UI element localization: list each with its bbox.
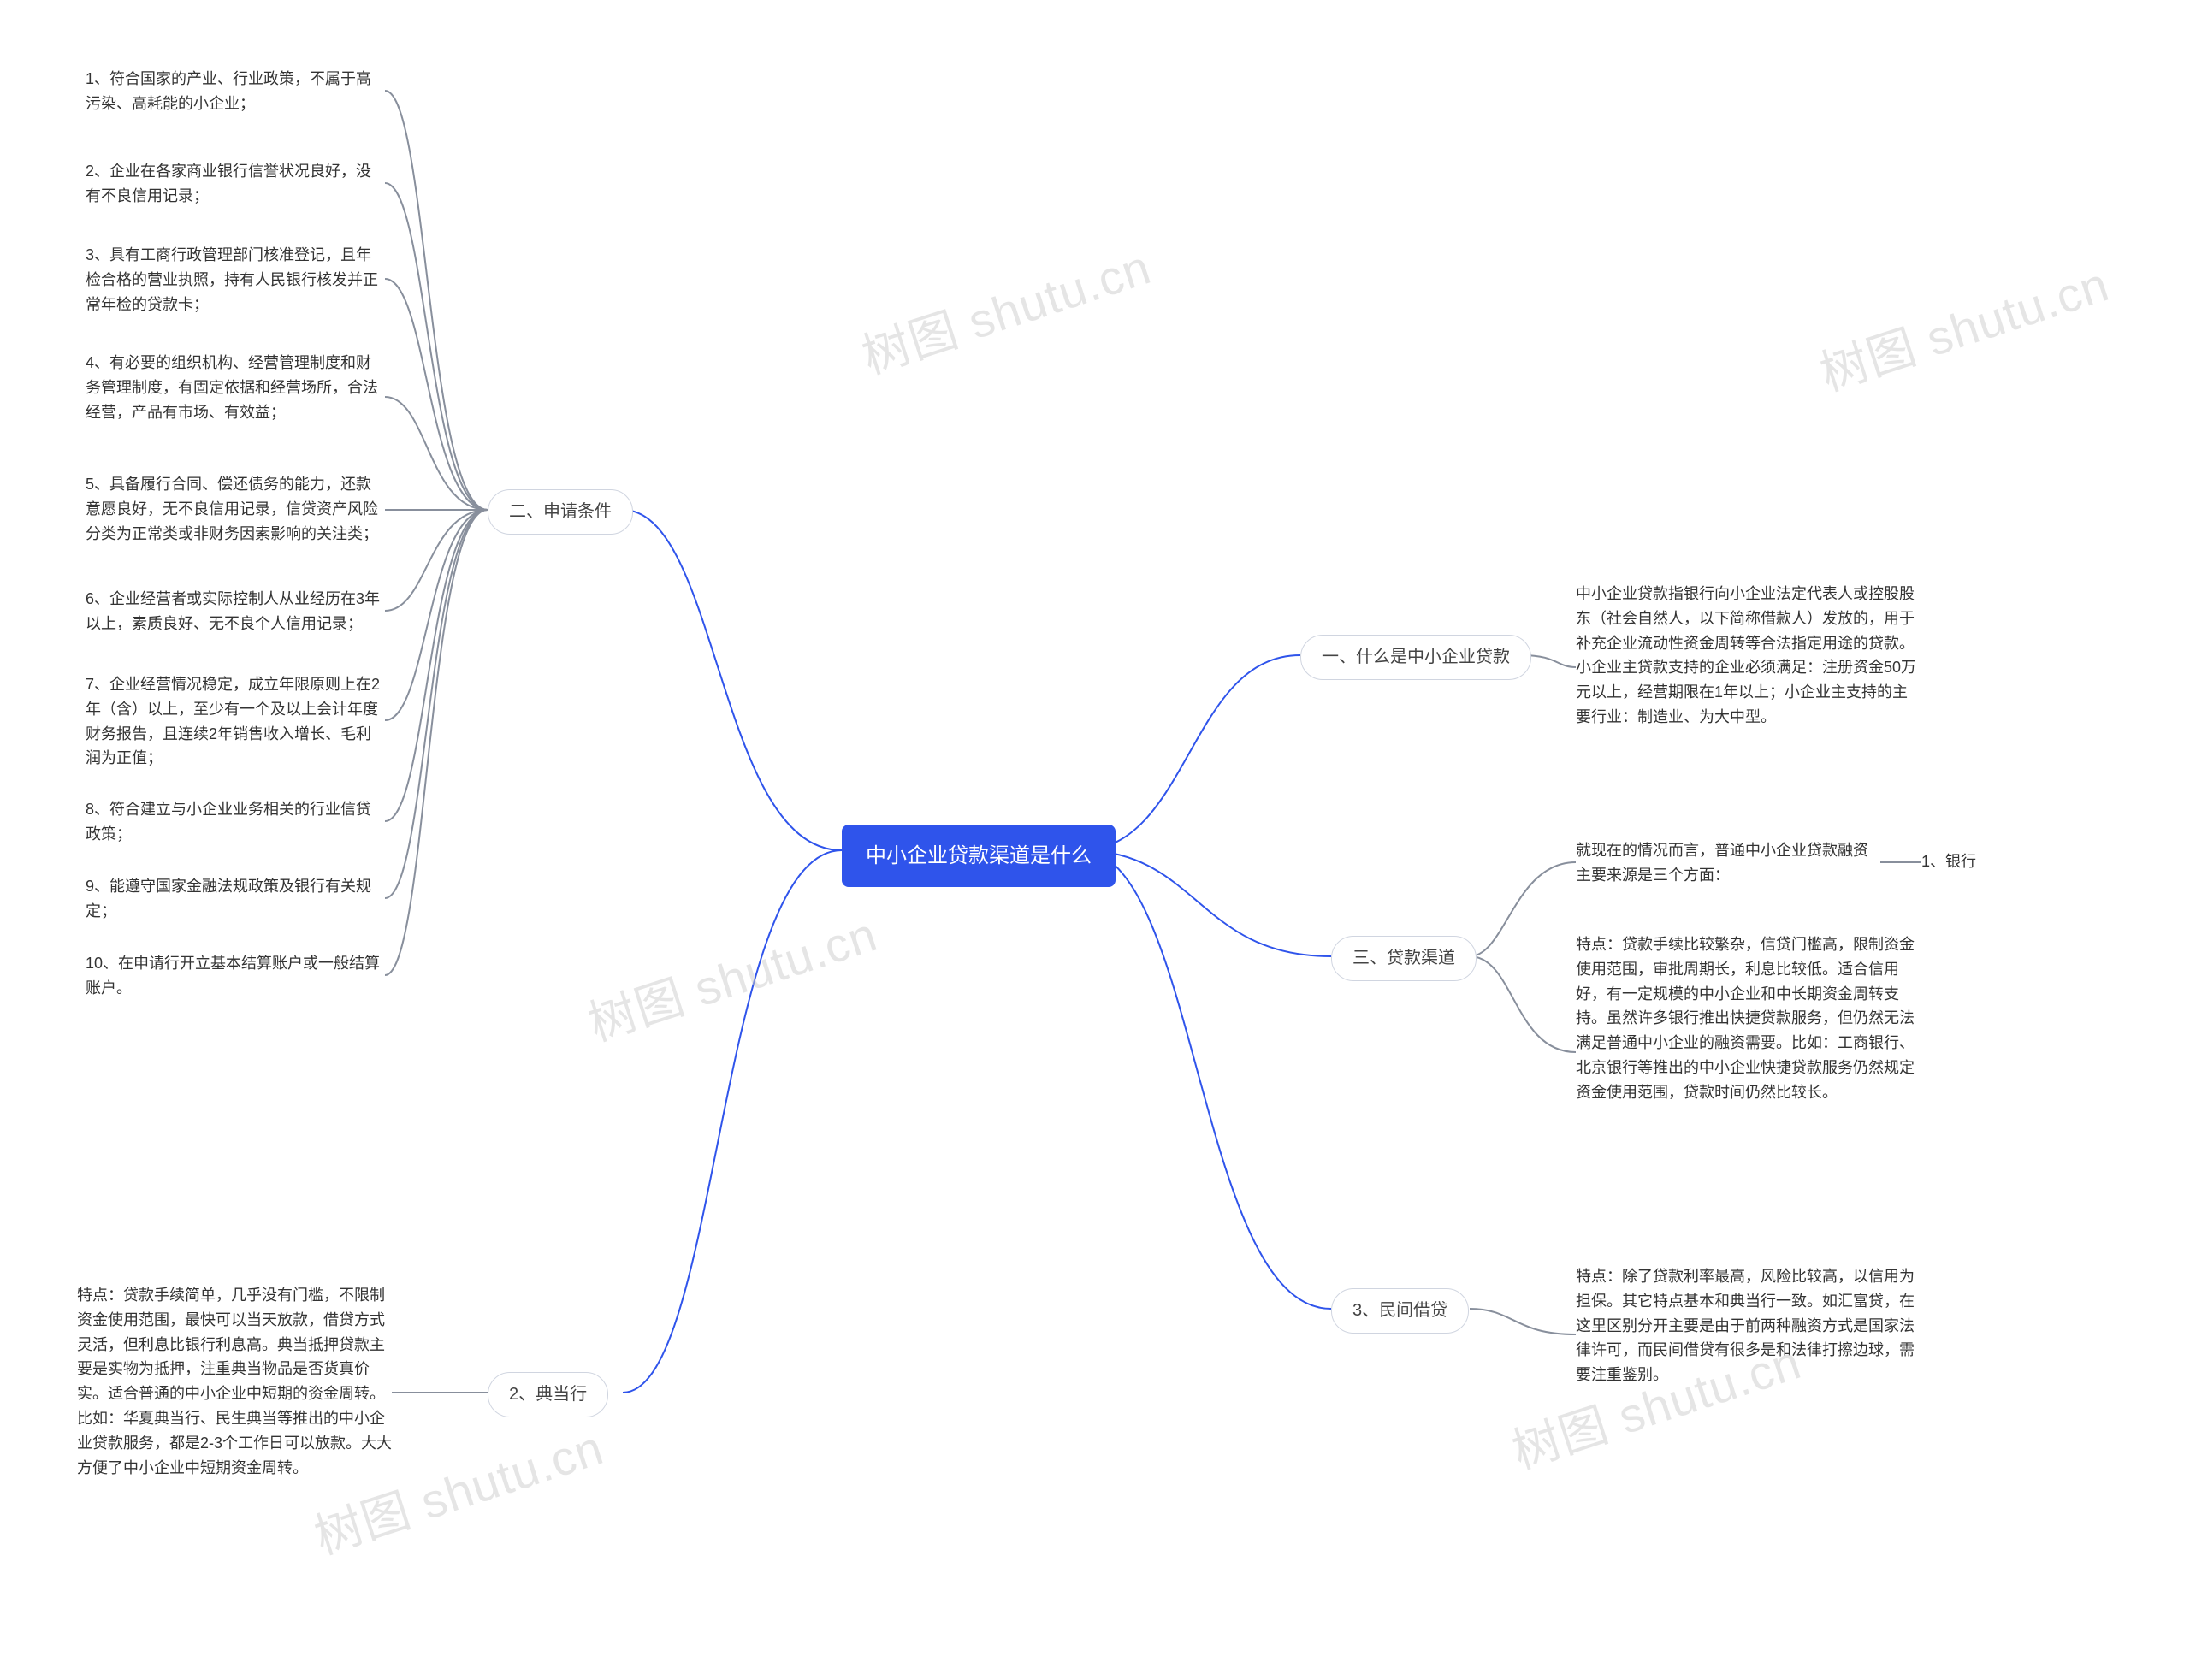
leaf-what-is-sme-loan: 中小企业贷款指银行向小企业法定代表人或控股股东（社会自然人，以下简称借款人）发放… (1576, 582, 1918, 730)
branch-private-lending: 3、民间借贷 (1331, 1288, 1469, 1334)
branch-pawnshop: 2、典当行 (488, 1372, 608, 1417)
branch-what-is-sme-loan: 一、什么是中小企业贷款 (1300, 635, 1531, 680)
leaf-private-lending: 特点：除了贷款利率最高，风险比较高，以信用为担保。其它特点基本和典当行一致。如汇… (1576, 1264, 1918, 1387)
watermark: 树图 shutu.cn (578, 896, 885, 1055)
leaf-channel-bank-label: 1、银行 (1921, 850, 1976, 874)
watermark: 树图 shutu.cn (1810, 246, 2116, 405)
leaf-cond-3: 3、具有工商行政管理部门核准登记，且年检合格的营业执照，持有人民银行核发并正常年… (86, 243, 381, 316)
branch-loan-channels: 三、贷款渠道 (1331, 936, 1477, 981)
leaf-cond-2: 2、企业在各家商业银行信誉状况良好，没有不良信用记录； (86, 159, 381, 209)
leaf-pawnshop: 特点：贷款手续简单，几乎没有门槛，不限制资金使用范围，最快可以当天放款，借贷方式… (77, 1283, 394, 1480)
root-node: 中小企业贷款渠道是什么 (842, 825, 1116, 887)
leaf-cond-9: 9、能遵守国家金融法规政策及银行有关规定； (86, 874, 381, 924)
leaf-cond-4: 4、有必要的组织机构、经营管理制度和财务管理制度，有固定依据和经营场所，合法经营… (86, 351, 381, 424)
watermark: 树图 shutu.cn (852, 229, 1158, 387)
leaf-channels-intro: 就现在的情况而言，普通中小企业贷款融资主要来源是三个方面： (1576, 838, 1871, 888)
branch-application-conditions: 二、申请条件 (488, 489, 633, 535)
leaf-cond-5: 5、具备履行合同、偿还债务的能力，还款意愿良好，无不良信用记录，信贷资产风险分类… (86, 472, 381, 546)
leaf-channel-bank-detail: 特点：贷款手续比较繁杂，信贷门槛高，限制资金使用范围，审批周期长，利息比较低。适… (1576, 932, 1918, 1105)
leaf-cond-6: 6、企业经营者或实际控制人从业经历在3年以上，素质良好、无不良个人信用记录； (86, 587, 381, 636)
leaf-cond-7: 7、企业经营情况稳定，成立年限原则上在2年（含）以上，至少有一个及以上会计年度财… (86, 672, 381, 771)
leaf-cond-1: 1、符合国家的产业、行业政策，不属于高污染、高耗能的小企业； (86, 67, 381, 116)
leaf-cond-10: 10、在申请行开立基本结算账户或一般结算账户。 (86, 951, 381, 1001)
leaf-cond-8: 8、符合建立与小企业业务相关的行业信贷政策； (86, 797, 381, 847)
